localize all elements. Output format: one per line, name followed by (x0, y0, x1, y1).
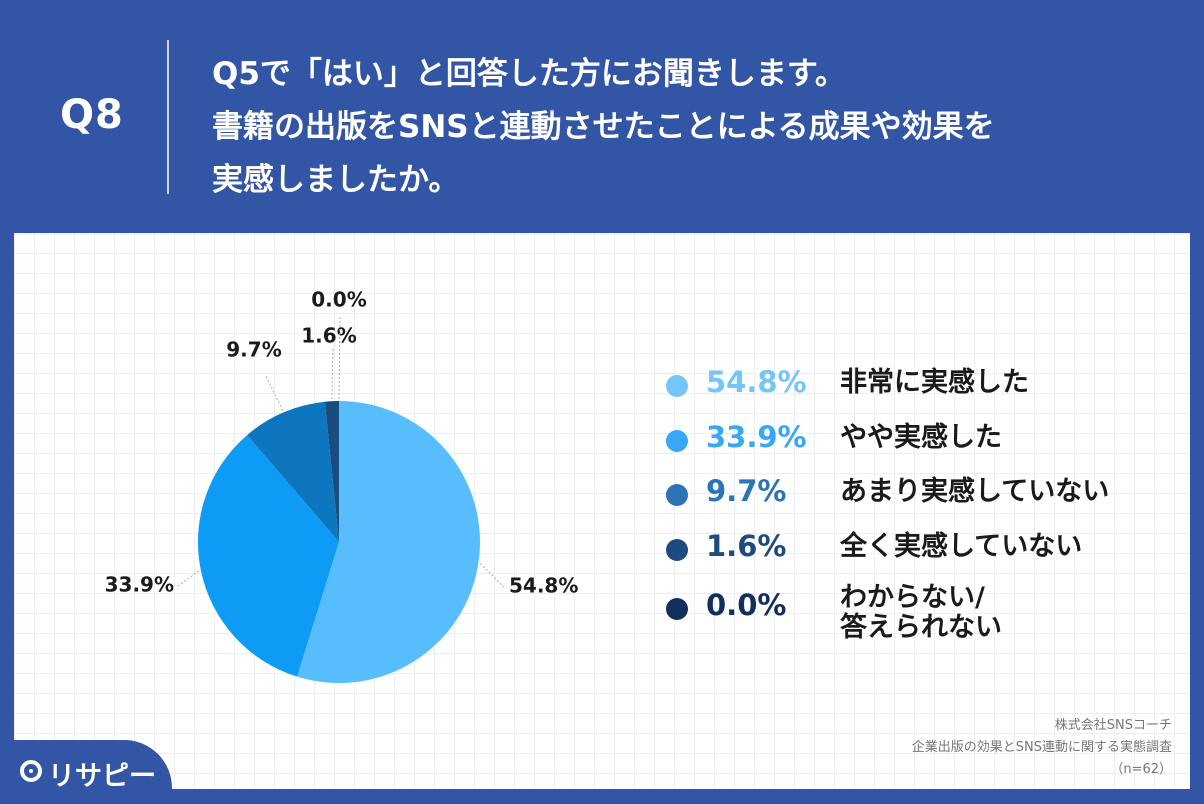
legend-percent: 9.7% (706, 474, 787, 508)
pie-slice (324, 401, 339, 542)
location-pin-icon (20, 760, 42, 782)
question-header: Q8 Q5で「はい」と回答した方にお聞きします。 書籍の出版をSNSと連動させた… (0, 0, 1204, 232)
leader-line (265, 375, 284, 411)
legend-percent: 54.8% (706, 365, 807, 399)
slice-label: 1.6% (301, 324, 356, 348)
legend-label: 答えられない (840, 612, 1002, 643)
legend-label: 非常に実感した (840, 367, 1029, 398)
chart-panel: 54.8% 33.9% 9.7% 1.6% 0.0% 54.8% 非常に実感した 33.… (14, 233, 1190, 789)
legend-label: やや実感した (840, 422, 1002, 453)
leader-line (480, 563, 505, 588)
legend-dot (666, 430, 688, 452)
slice-label: 33.9% (105, 573, 174, 597)
legend-label: 全く実感していない (840, 531, 1083, 562)
question-line: 実感しましたか。 (212, 162, 460, 198)
logo-text: リサピー (48, 761, 156, 792)
slice-label: 54.8% (509, 574, 578, 598)
source-company: 株式会社SNSコーチ (1054, 718, 1172, 733)
source-sample-size: （n=62） (1110, 762, 1172, 777)
legend-label: あまり実感していない (840, 476, 1110, 507)
legend-dot (666, 539, 688, 561)
question-number: Q8 (60, 92, 124, 138)
source-survey: 企業出版の効果とSNS連動に関する実態調査 (911, 740, 1172, 755)
header-divider (167, 40, 169, 194)
slice-label: 9.7% (226, 338, 281, 362)
pie-slice (247, 401, 339, 542)
pie-slice (198, 435, 339, 677)
pie-chart: 54.8% 33.9% 9.7% 1.6% 0.0% (105, 288, 578, 683)
question-line: Q5で「はい」と回答した方にお聞きします。 (212, 56, 846, 92)
legend-percent: 1.6% (706, 529, 787, 563)
legend-percent: 33.9% (706, 420, 807, 454)
leader-line (338, 316, 341, 400)
legend-dot (666, 598, 688, 620)
legend-label: わからない/ (840, 582, 985, 613)
leader-line (331, 347, 334, 400)
leader-line (177, 570, 200, 587)
source-note: 株式会社SNSコーチ 企業出版の効果とSNS連動に関する実態調査 （n=62） (912, 715, 1172, 781)
question-line: 書籍の出版をSNSと連動させたことによる成果や効果を (212, 109, 995, 145)
legend-percent: 0.0% (706, 588, 787, 622)
legend-dot (666, 375, 688, 397)
pie-slice (297, 401, 481, 683)
slice-label: 0.0% (311, 288, 366, 312)
legend-dot (666, 484, 688, 506)
question-text: Q5で「はい」と回答した方にお聞きします。 書籍の出版をSNSと連動させたことに… (212, 48, 1172, 207)
